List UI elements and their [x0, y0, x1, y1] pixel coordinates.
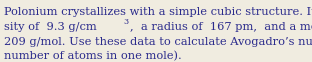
- Text: Polonium crystallizes with a simple cubic structure. It has a den-: Polonium crystallizes with a simple cubi…: [4, 7, 312, 17]
- Text: sity of  9.3 g/cm: sity of 9.3 g/cm: [4, 22, 96, 32]
- Text: ,  a radius of  167 pm,  and a molar mass of: , a radius of 167 pm, and a molar mass o…: [130, 22, 312, 32]
- Text: 209 g/mol. Use these data to calculate Avogadro’s number (the: 209 g/mol. Use these data to calculate A…: [4, 37, 312, 47]
- Text: number of atoms in one mole).: number of atoms in one mole).: [4, 51, 182, 61]
- Text: 3: 3: [124, 18, 129, 26]
